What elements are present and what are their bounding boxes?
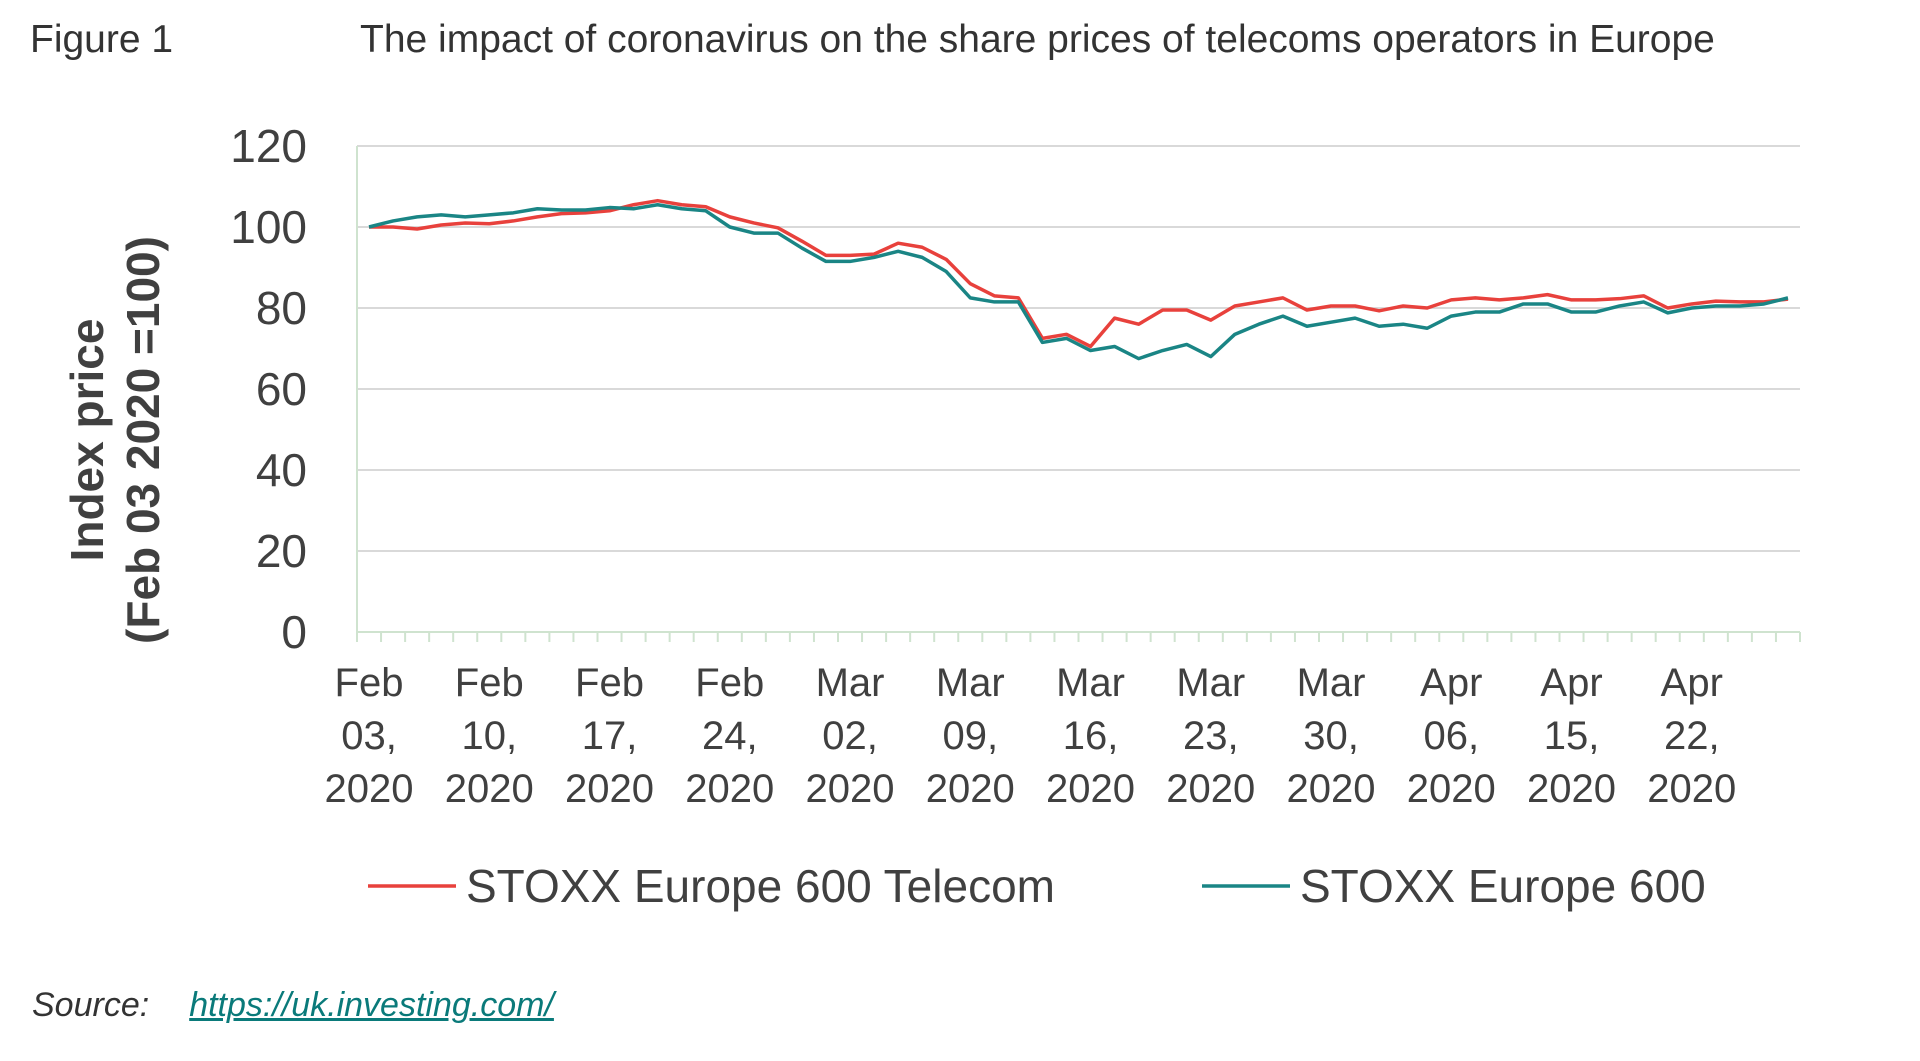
x-tick-label: Feb 03, 2020 bbox=[325, 661, 414, 811]
y-tick-label: 60 bbox=[256, 363, 307, 415]
figure-label: Figure 1 bbox=[30, 18, 174, 61]
series-line-europe-600 bbox=[368, 202, 1789, 361]
x-tick-label: Apr 06, 2020 bbox=[1407, 661, 1496, 811]
x-tick-label: Apr 22, 2020 bbox=[1647, 661, 1736, 811]
y-axis-title-line: Index price bbox=[61, 319, 113, 562]
x-tick-label: Apr 15, 2020 bbox=[1527, 661, 1616, 811]
x-tick-label: Mar 23, 2020 bbox=[1166, 661, 1255, 811]
x-tick-label: Mar 30, 2020 bbox=[1287, 661, 1376, 811]
y-axis-title-line: (Feb 03 2020 =100) bbox=[117, 236, 169, 644]
source-note: Source: https://uk.investing.com/ bbox=[32, 986, 554, 1025]
y-tick-label: 80 bbox=[256, 282, 307, 334]
source-link[interactable]: https://uk.investing.com/ bbox=[189, 986, 554, 1024]
x-tick-label: Feb 24, 2020 bbox=[685, 661, 774, 811]
chart-title: The impact of coronavirus on the share p… bbox=[360, 18, 1715, 61]
y-tick-label: 100 bbox=[230, 201, 307, 253]
x-tick-label: Feb 17, 2020 bbox=[565, 661, 654, 811]
series-line-telecom bbox=[369, 198, 1789, 349]
y-tick-label: 20 bbox=[256, 525, 307, 577]
x-tick-label: Mar 02, 2020 bbox=[806, 661, 895, 811]
x-tick-label: Mar 16, 2020 bbox=[1046, 661, 1135, 811]
x-tick-label: Mar 09, 2020 bbox=[926, 661, 1015, 811]
x-tick-label: Feb 10, 2020 bbox=[445, 661, 534, 811]
y-tick-label: 40 bbox=[256, 444, 307, 496]
line-chart: 0 20 40 60 80 100 120 Feb 03, 2020 Feb 10, 2020 Feb 17… bbox=[61, 120, 1801, 912]
legend-label: STOXX Europe 600 Telecom bbox=[466, 860, 1055, 912]
legend-label: STOXX Europe 600 bbox=[1300, 860, 1706, 912]
y-tick-label: 120 bbox=[230, 120, 307, 172]
source-label: Source: bbox=[32, 986, 150, 1024]
y-tick-label: 0 bbox=[281, 606, 307, 658]
